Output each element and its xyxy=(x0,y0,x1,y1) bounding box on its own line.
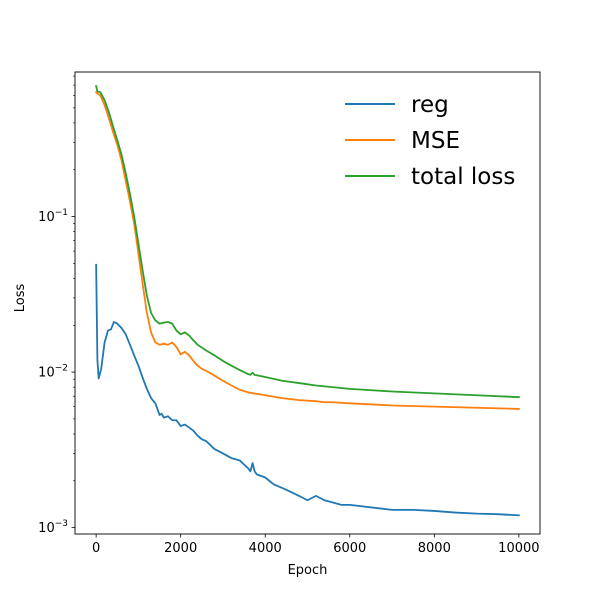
y-tick-label-base: 10 xyxy=(38,210,55,225)
y-tick-label-base: 10 xyxy=(38,366,55,381)
axes: 10−310−210−10 2000 4000 6000 8000 10000 xyxy=(38,71,541,556)
x-axis-label: Epoch xyxy=(288,563,328,578)
y-axis-label: Loss xyxy=(13,284,28,313)
legend: reg MSE total loss xyxy=(345,92,515,190)
y-tick-label-exponent: −1 xyxy=(55,208,68,218)
y-tick-label: 10−1 xyxy=(38,208,68,225)
x-tick-label: 4000 xyxy=(249,541,282,556)
x-tick-label: 2000 xyxy=(164,541,197,556)
legend-label: total loss xyxy=(411,164,515,190)
series-line-mse xyxy=(94,90,520,410)
y-tick-label-exponent: −3 xyxy=(55,519,68,529)
y-tick-label-exponent: −2 xyxy=(55,364,68,374)
x-tick-label: 10000 xyxy=(498,541,539,556)
y-tick-label-base: 10 xyxy=(38,521,55,536)
series-line-total-loss xyxy=(95,84,520,399)
y-tick-label: 10−2 xyxy=(38,364,68,381)
series-line-reg xyxy=(95,263,520,517)
x-tick-label: 8000 xyxy=(418,541,451,556)
x-tick-label: 6000 xyxy=(333,541,366,556)
y-tick-label: 10−3 xyxy=(38,519,68,536)
x-tick-label: 0 xyxy=(92,541,100,556)
plot-lines xyxy=(94,84,520,517)
legend-label: reg xyxy=(411,92,449,118)
plot-frame xyxy=(74,71,541,535)
legend-label: MSE xyxy=(411,128,460,154)
